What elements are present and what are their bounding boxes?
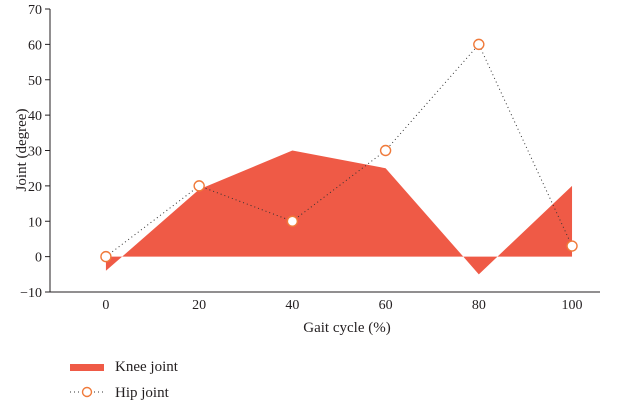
y-tick-label: 30: [28, 145, 42, 160]
series-hip-line: [105, 43, 573, 258]
y-tick-label: 60: [28, 38, 42, 53]
x-ticks: 0 20 40 60 80 100: [102, 298, 582, 313]
legend-label-knee: Knee joint: [115, 359, 179, 375]
x-tick-label: 20: [192, 298, 206, 313]
y-tick-label: 20: [28, 180, 42, 195]
x-tick-label: 100: [562, 298, 583, 313]
x-tick-label: 60: [379, 298, 393, 313]
legend-label-hip: Hip joint: [115, 385, 170, 401]
y-ticks: −10 0 10 20 30 40 50 60 70: [20, 3, 50, 301]
x-tick-label: 80: [472, 298, 486, 313]
y-tick-label: 50: [28, 74, 42, 89]
hip-point: [100, 250, 112, 263]
legend-marker-hip: [81, 386, 93, 398]
y-axis-title: Joint (degree): [14, 109, 30, 192]
hip-point: [473, 38, 485, 51]
hip-point: [286, 215, 299, 227]
legend: Knee joint Hip joint: [70, 359, 179, 401]
y-tick-label: 0: [35, 251, 42, 266]
y-tick-label: 40: [28, 109, 42, 124]
hip-point: [379, 144, 392, 157]
hip-point: [193, 180, 205, 192]
x-tick-label: 40: [285, 298, 299, 313]
y-tick-label: −10: [20, 286, 42, 301]
hip-point: [566, 240, 578, 252]
y-tick-label: 70: [28, 3, 42, 18]
legend-item-hip: Hip joint: [70, 385, 170, 401]
plot-area: [100, 38, 578, 275]
series-knee-area: [105, 150, 573, 275]
y-tick-label: 10: [28, 215, 42, 230]
x-tick-label: 0: [102, 298, 109, 313]
legend-swatch-knee: [70, 364, 104, 371]
legend-item-knee: Knee joint: [70, 359, 179, 375]
axes: −10 0 10 20 30 40 50 60 70 0 20 40 60 80 100 Gait cyc…: [14, 3, 600, 336]
x-axis-title: Gait cycle (%): [303, 320, 390, 336]
